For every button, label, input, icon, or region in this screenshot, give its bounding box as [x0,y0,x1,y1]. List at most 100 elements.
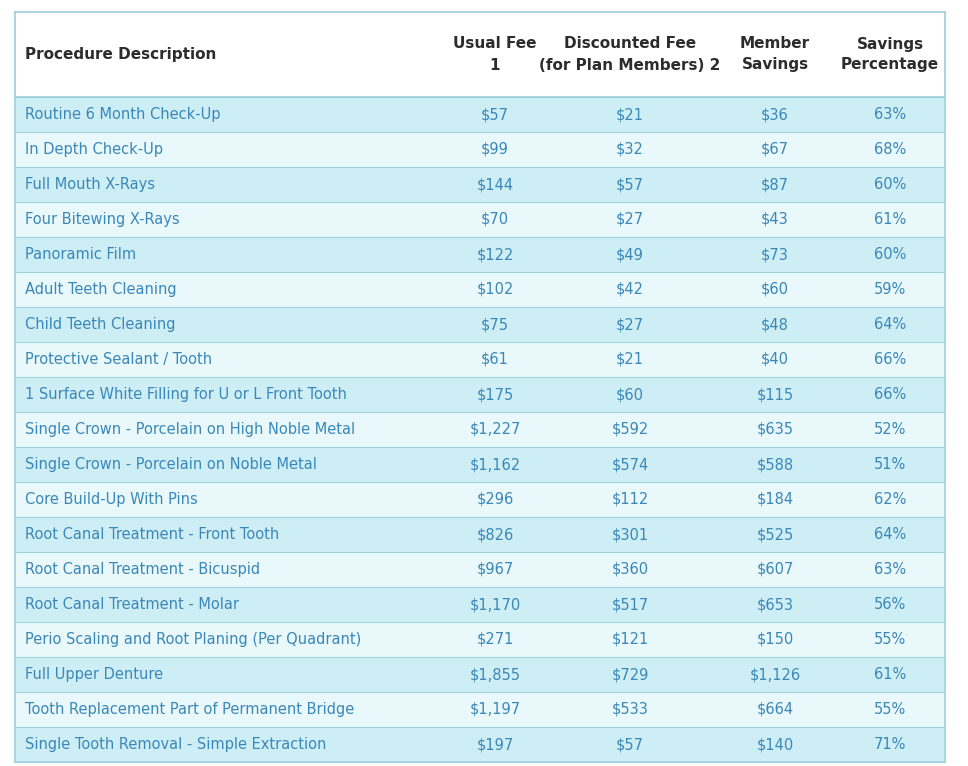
Text: $967: $967 [476,562,514,577]
Bar [15,307,945,342]
Text: 63%: 63% [874,562,906,577]
Text: 66%: 66% [874,387,906,402]
Bar [15,97,945,132]
Text: $574: $574 [612,457,649,472]
Text: $1,162: $1,162 [469,457,521,472]
Text: 55%: 55% [874,632,906,647]
Text: 56%: 56% [874,597,906,612]
Text: $60: $60 [616,387,644,402]
Text: Child Teeth Cleaning: Child Teeth Cleaning [25,317,175,332]
Bar [15,202,945,237]
Text: $61: $61 [481,352,509,367]
Text: In Depth Check-Up: In Depth Check-Up [25,142,163,157]
Text: Panoramic Film: Panoramic Film [25,247,136,262]
Text: $57: $57 [616,177,644,192]
Text: $43: $43 [761,212,789,227]
Text: $1,197: $1,197 [469,702,521,717]
Text: 59%: 59% [874,282,906,297]
Text: $99: $99 [481,142,509,157]
Text: $27: $27 [616,212,644,227]
Text: Routine 6 Month Check-Up: Routine 6 Month Check-Up [25,107,221,122]
Bar [15,587,945,622]
Text: Root Canal Treatment - Molar: Root Canal Treatment - Molar [25,597,239,612]
Text: Perio Scaling and Root Planing (Per Quadrant): Perio Scaling and Root Planing (Per Quad… [25,632,361,647]
Text: $197: $197 [476,737,514,752]
Text: 64%: 64% [874,317,906,332]
Bar [15,447,945,482]
Text: 61%: 61% [874,212,906,227]
Text: $27: $27 [616,317,644,332]
Text: $57: $57 [481,107,509,122]
Text: 71%: 71% [874,737,906,752]
Text: $296: $296 [476,492,514,507]
Text: $57: $57 [616,737,644,752]
Text: Single Crown - Porcelain on High Noble Metal: Single Crown - Porcelain on High Noble M… [25,422,355,437]
Bar [15,552,945,587]
Bar [15,727,945,762]
Text: $664: $664 [756,702,794,717]
Text: $1,855: $1,855 [469,667,521,682]
Text: Root Canal Treatment - Bicuspid: Root Canal Treatment - Bicuspid [25,562,260,577]
Text: $115: $115 [756,387,794,402]
Text: Four Bitewing X-Rays: Four Bitewing X-Rays [25,212,180,227]
Text: $121: $121 [612,632,649,647]
Text: $360: $360 [612,562,649,577]
Bar [15,272,945,307]
Text: 66%: 66% [874,352,906,367]
Text: Adult Teeth Cleaning: Adult Teeth Cleaning [25,282,176,297]
Bar [15,167,945,202]
Text: $150: $150 [756,632,794,647]
Text: $40: $40 [761,352,789,367]
Text: $826: $826 [476,527,514,542]
Text: 52%: 52% [874,422,906,437]
Text: 62%: 62% [874,492,906,507]
Text: $87: $87 [761,177,789,192]
Bar [15,412,945,447]
Text: $42: $42 [616,282,644,297]
Bar [15,237,945,272]
Text: $32: $32 [616,142,644,157]
Text: Single Crown - Porcelain on Noble Metal: Single Crown - Porcelain on Noble Metal [25,457,317,472]
Bar [15,692,945,727]
Text: Single Tooth Removal - Simple Extraction: Single Tooth Removal - Simple Extraction [25,737,326,752]
Bar [15,132,945,167]
Text: $60: $60 [761,282,789,297]
Text: $592: $592 [612,422,649,437]
Bar [15,377,945,412]
Text: $21: $21 [616,107,644,122]
Text: $144: $144 [476,177,514,192]
Text: $36: $36 [761,107,789,122]
Text: $525: $525 [756,527,794,542]
Text: $184: $184 [756,492,794,507]
Text: 63%: 63% [874,107,906,122]
Bar [15,342,945,377]
Bar [15,517,945,552]
Text: $122: $122 [476,247,514,262]
Text: $49: $49 [616,247,644,262]
Bar [15,657,945,692]
Text: 61%: 61% [874,667,906,682]
Text: $301: $301 [612,527,649,542]
Text: $175: $175 [476,387,514,402]
Text: 60%: 60% [874,247,906,262]
Text: Protective Sealant / Tooth: Protective Sealant / Tooth [25,352,212,367]
Text: $48: $48 [761,317,789,332]
Text: $533: $533 [612,702,649,717]
Text: Procedure Description: Procedure Description [25,47,217,62]
Text: $588: $588 [756,457,794,472]
Text: Full Mouth X-Rays: Full Mouth X-Rays [25,177,155,192]
Text: $635: $635 [757,422,794,437]
Text: 1 Surface White Filling for U or L Front Tooth: 1 Surface White Filling for U or L Front… [25,387,347,402]
Text: Savings
Percentage: Savings Percentage [841,37,939,73]
Text: Usual Fee
1: Usual Fee 1 [453,37,536,73]
Text: 64%: 64% [874,527,906,542]
Text: Tooth Replacement Part of Permanent Bridge: Tooth Replacement Part of Permanent Brid… [25,702,354,717]
Text: 51%: 51% [874,457,906,472]
Text: $73: $73 [761,247,789,262]
Text: $21: $21 [616,352,644,367]
Text: $517: $517 [612,597,649,612]
Text: $729: $729 [612,667,649,682]
Text: Core Build-Up With Pins: Core Build-Up With Pins [25,492,197,507]
Text: 68%: 68% [874,142,906,157]
Bar [15,12,945,97]
